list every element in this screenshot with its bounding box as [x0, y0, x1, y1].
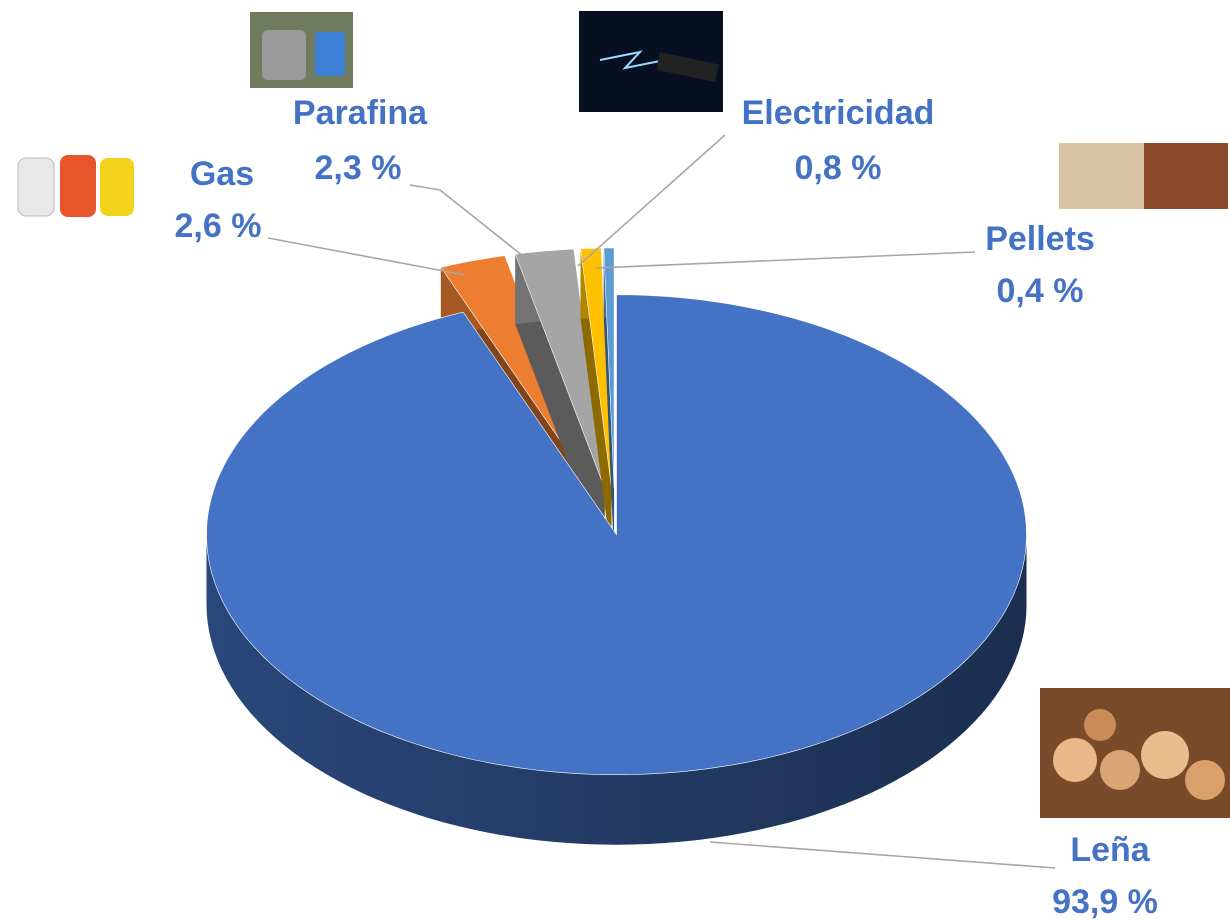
category-label: Pellets: [985, 220, 1095, 258]
slice-side: [515, 254, 605, 559]
pie: [206, 247, 1027, 845]
leader-line: [577, 134, 726, 267]
value-label: 93,9 %: [1052, 883, 1158, 920]
value-label: 0,8 %: [795, 149, 882, 187]
leader-line: [709, 841, 1056, 869]
slice: [206, 294, 1027, 776]
value-label: 0,4 %: [997, 272, 1084, 310]
icon-lena: [1040, 688, 1230, 818]
leader-line: [595, 251, 976, 269]
icon-gas: [17, 155, 134, 217]
value-label: 2,6 %: [175, 207, 262, 245]
leader-line: [409, 184, 539, 269]
slice: [580, 247, 612, 489]
category-label: Electricidad: [742, 94, 935, 132]
category-label: Leña: [1070, 831, 1150, 869]
slice: [440, 255, 595, 491]
icon-parafina: [250, 12, 353, 88]
leader-line: [267, 237, 466, 276]
slice: [514, 248, 605, 489]
category-label: Parafina: [293, 94, 428, 132]
icon-electricidad: [579, 11, 723, 112]
category-label: Gas: [190, 155, 254, 193]
slice-wall-shade: [206, 534, 1027, 845]
value-label: 2,3 %: [315, 149, 402, 187]
slice-side: [603, 248, 615, 558]
slice-side: [580, 248, 612, 559]
slice: [603, 247, 615, 489]
icon-pellets: [1059, 143, 1228, 209]
